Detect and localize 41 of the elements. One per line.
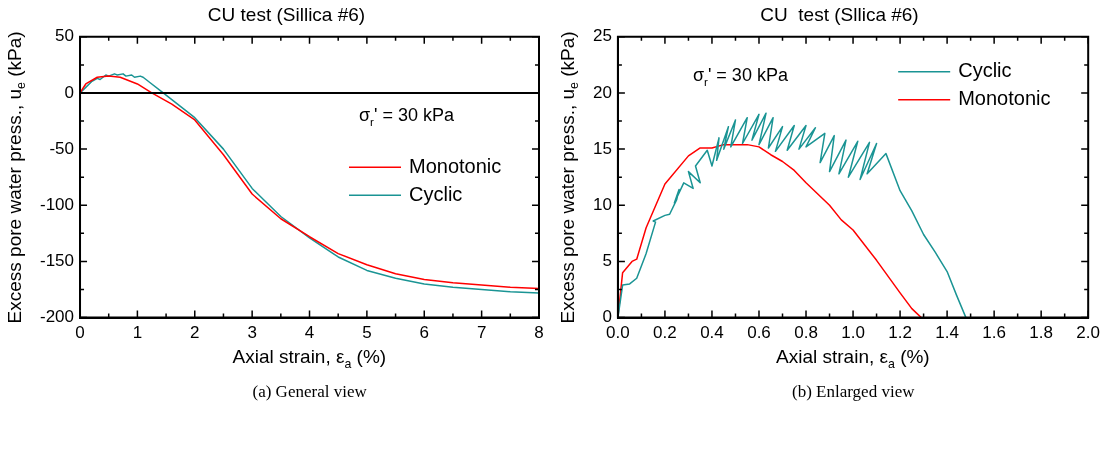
x-tick-label: 0.6 (747, 323, 771, 343)
x-tick-label: 7 (476, 323, 487, 343)
y-tick-label: 0 (64, 82, 75, 102)
x-tick-label: 1.4 (935, 323, 959, 343)
y-tick-label: -100 (39, 194, 75, 214)
y-tick-label: -150 (39, 251, 75, 271)
annotation: σ$_{r}$' = 30 kPa (359, 105, 455, 128)
legend-label: Cyclic (409, 182, 463, 205)
chart-title: CU test (Sillica #6) (207, 3, 366, 25)
x-axis-title: Axial strain, ε$_{a}$ (%) (776, 345, 930, 371)
legend-label: Cyclic (958, 59, 1012, 82)
x-tick-label: 1.0 (841, 323, 865, 343)
y-tick-label: 50 (55, 26, 75, 46)
x-tick-label: 2 (190, 323, 200, 343)
x-tick-label: 8 (534, 323, 544, 343)
x-tick-label: 1 (132, 323, 143, 343)
x-tick-label: 0.2 (653, 323, 677, 343)
y-tick-label: 25 (592, 26, 612, 46)
y-tick-label: -200 (39, 307, 75, 327)
chart-title: CU test (Sllica #6) (760, 3, 919, 25)
x-axis-title: Axial strain, ε$_{a}$ (%) (232, 345, 387, 371)
annotation: σ$_{r}$' = 30 kPa (692, 64, 788, 88)
y-tick-label: 20 (592, 82, 612, 102)
x-tick-label: 4 (304, 323, 315, 343)
x-tick-label: 0.8 (794, 323, 818, 343)
x-tick-label: 2.0 (1076, 323, 1100, 343)
legend-label: Monotonic (409, 154, 502, 177)
x-tick-label: 5 (362, 323, 372, 343)
x-tick-label: 1.8 (1029, 323, 1053, 343)
text: (b) Enlarged view (792, 381, 915, 402)
x-tick-label: 1.6 (982, 323, 1006, 343)
x-tick-label: 0.4 (700, 323, 724, 343)
y-tick-label: 10 (592, 194, 612, 214)
text: (a) General view (252, 381, 367, 402)
y-tick-label: 5 (602, 251, 612, 271)
x-tick-label: 3 (247, 323, 257, 343)
y-tick-label: 15 (592, 138, 612, 158)
x-tick-label: 6 (419, 323, 429, 343)
y-tick-label: -50 (49, 138, 75, 158)
x-tick-label: 1.2 (888, 323, 912, 343)
legend-label: Monotonic (958, 87, 1051, 110)
